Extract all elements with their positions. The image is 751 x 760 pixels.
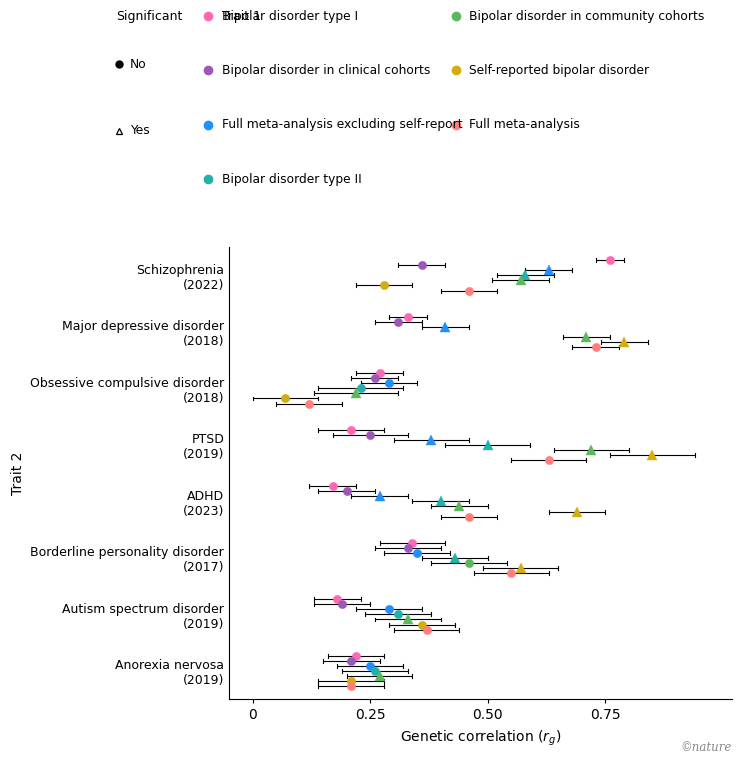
Text: Bipolar disorder in clinical cohorts: Bipolar disorder in clinical cohorts	[222, 64, 430, 77]
Text: Bipolar disorder in community cohorts: Bipolar disorder in community cohorts	[469, 10, 704, 23]
Text: Significant: Significant	[116, 10, 182, 23]
Text: Bipolar disorder type II: Bipolar disorder type II	[222, 173, 361, 185]
Text: Self-reported bipolar disorder: Self-reported bipolar disorder	[469, 64, 650, 77]
Y-axis label: Trait 2: Trait 2	[11, 451, 25, 495]
Text: Trait 1: Trait 1	[222, 10, 261, 23]
Text: ©nature: ©nature	[681, 741, 732, 754]
Text: Full meta-analysis excluding self-report: Full meta-analysis excluding self-report	[222, 119, 462, 131]
Text: Yes: Yes	[130, 125, 149, 138]
Text: Bipolar disorder type I: Bipolar disorder type I	[222, 10, 357, 23]
Text: No: No	[130, 58, 146, 71]
Text: Full meta-analysis: Full meta-analysis	[469, 119, 581, 131]
X-axis label: Genetic correlation ($r_g$): Genetic correlation ($r_g$)	[400, 729, 561, 749]
